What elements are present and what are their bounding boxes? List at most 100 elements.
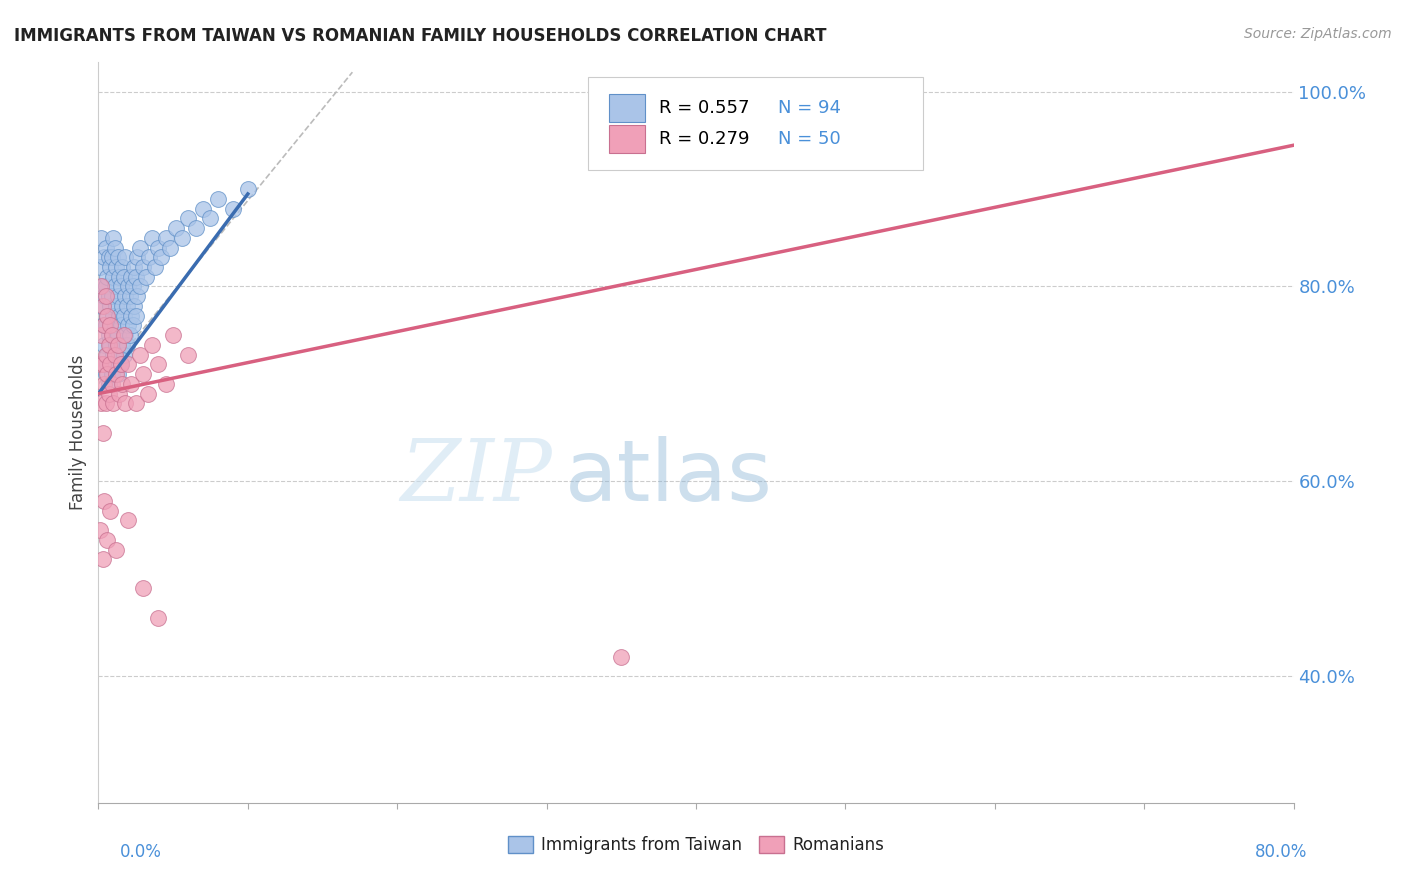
Point xyxy=(129,279,152,293)
Text: Source: ZipAtlas.com: Source: ZipAtlas.com xyxy=(1244,27,1392,41)
Point xyxy=(97,376,120,391)
Point xyxy=(90,328,112,343)
Point xyxy=(94,289,117,303)
Point xyxy=(104,348,127,362)
Point xyxy=(91,279,114,293)
Point xyxy=(91,425,114,440)
Point xyxy=(117,358,139,372)
Point xyxy=(98,260,122,274)
Point xyxy=(148,358,170,372)
Point xyxy=(96,367,118,381)
Point xyxy=(117,318,139,333)
Text: IMMIGRANTS FROM TAIWAN VS ROMANIAN FAMILY HOUSEHOLDS CORRELATION CHART: IMMIGRANTS FROM TAIWAN VS ROMANIAN FAMIL… xyxy=(14,27,827,45)
Point xyxy=(610,649,633,664)
Point xyxy=(105,542,128,557)
Point xyxy=(177,348,200,362)
Point xyxy=(111,338,134,352)
Point xyxy=(97,386,120,401)
Text: 0.0%: 0.0% xyxy=(120,843,162,861)
Point xyxy=(91,552,114,566)
Point xyxy=(121,279,143,293)
Point xyxy=(114,289,136,303)
Point xyxy=(98,318,122,333)
Point xyxy=(103,231,125,245)
Point xyxy=(143,260,166,274)
Point xyxy=(93,250,115,264)
Point xyxy=(155,231,177,245)
Point xyxy=(108,348,131,362)
Point xyxy=(96,309,118,323)
Point xyxy=(127,250,149,264)
Point xyxy=(97,289,120,303)
Point xyxy=(162,328,184,343)
Point xyxy=(101,367,124,381)
Point xyxy=(112,269,135,284)
Point xyxy=(105,299,128,313)
Point xyxy=(114,396,136,410)
Point xyxy=(97,338,120,352)
Point xyxy=(101,250,124,264)
Point xyxy=(94,367,117,381)
Point xyxy=(124,299,146,313)
Point xyxy=(94,279,117,293)
Point xyxy=(97,250,120,264)
Point xyxy=(94,240,117,255)
Point xyxy=(124,260,146,274)
Point xyxy=(89,260,111,274)
Point xyxy=(172,231,194,245)
Point xyxy=(135,269,157,284)
Point xyxy=(108,386,131,401)
Point xyxy=(101,289,124,303)
Point xyxy=(121,318,143,333)
Point xyxy=(159,240,181,255)
Point xyxy=(141,338,163,352)
Text: 80.0%: 80.0% xyxy=(1256,843,1308,861)
Point xyxy=(90,231,112,245)
Point xyxy=(94,396,117,410)
Point xyxy=(120,269,142,284)
Point xyxy=(107,367,129,381)
Point xyxy=(148,240,170,255)
Point xyxy=(111,260,134,274)
Point xyxy=(96,309,118,323)
Point xyxy=(191,202,214,216)
Point xyxy=(114,328,136,343)
Point xyxy=(96,533,118,547)
Point xyxy=(110,279,132,293)
Point xyxy=(104,358,127,372)
Point xyxy=(103,396,125,410)
Point xyxy=(125,309,148,323)
Point xyxy=(105,367,128,381)
Y-axis label: Family Households: Family Households xyxy=(69,355,87,510)
Point xyxy=(89,358,111,372)
Point xyxy=(107,328,129,343)
Point xyxy=(112,328,135,343)
Point xyxy=(125,396,148,410)
Point xyxy=(141,231,163,245)
Point xyxy=(94,318,117,333)
Point xyxy=(222,202,245,216)
Point xyxy=(91,358,114,372)
Point xyxy=(165,221,187,235)
Point xyxy=(110,318,132,333)
Point xyxy=(110,358,132,372)
Bar xyxy=(609,95,644,122)
Point xyxy=(129,348,152,362)
Bar xyxy=(609,125,644,153)
Point xyxy=(98,338,122,352)
Text: R = 0.279: R = 0.279 xyxy=(659,129,749,148)
Point xyxy=(101,328,124,343)
Point xyxy=(200,211,222,226)
Point xyxy=(120,309,142,323)
Point xyxy=(96,358,118,372)
Point xyxy=(108,309,131,323)
Point xyxy=(118,328,141,343)
Point xyxy=(112,348,135,362)
FancyBboxPatch shape xyxy=(589,78,922,169)
Point xyxy=(177,211,200,226)
Point xyxy=(105,338,128,352)
Point xyxy=(138,250,160,264)
Point xyxy=(104,240,127,255)
Point xyxy=(91,358,114,372)
Point xyxy=(107,289,129,303)
